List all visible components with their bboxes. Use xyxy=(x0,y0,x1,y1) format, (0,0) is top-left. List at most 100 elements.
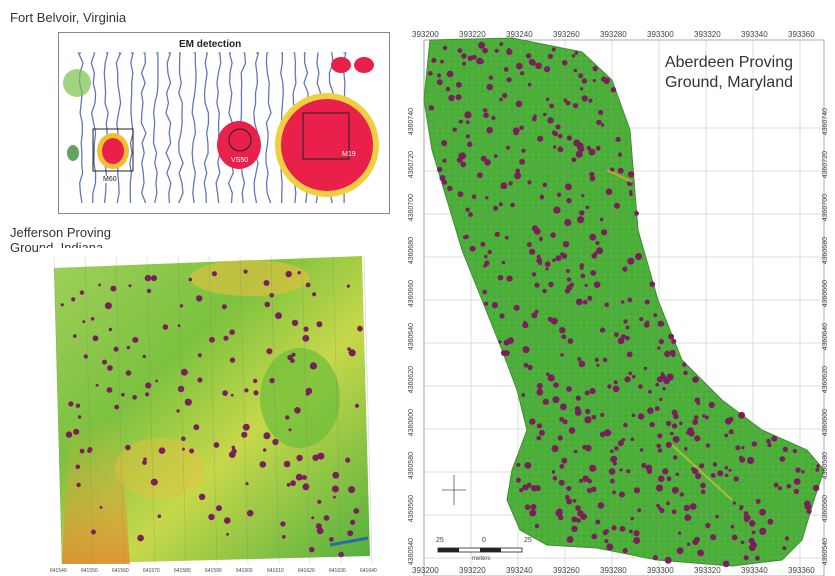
anomaly-marker xyxy=(571,157,577,163)
anomaly-marker xyxy=(623,319,628,324)
anomaly-marker xyxy=(503,67,509,72)
anomaly-marker xyxy=(457,191,464,198)
anomaly-marker xyxy=(157,514,162,518)
aberdeen-y-tick: 4360560 xyxy=(822,495,829,523)
anomaly-marker xyxy=(671,338,677,344)
anomaly-marker xyxy=(82,320,86,324)
anomaly-marker xyxy=(555,509,563,517)
anomaly-marker xyxy=(198,493,206,500)
anomaly-marker xyxy=(580,513,587,520)
anomaly-marker xyxy=(529,509,537,517)
anomaly-marker xyxy=(816,464,820,468)
anomaly-marker xyxy=(573,68,578,73)
anomaly-marker xyxy=(671,423,678,429)
anomaly-marker xyxy=(591,533,598,540)
anomaly-marker xyxy=(428,105,435,111)
anomaly-marker xyxy=(751,530,756,535)
anomaly-marker xyxy=(607,384,612,389)
anomaly-marker xyxy=(641,462,647,468)
anomaly-marker xyxy=(639,448,644,452)
anomaly-marker xyxy=(177,324,181,328)
anomaly-marker xyxy=(329,537,334,542)
anomaly-marker xyxy=(465,134,470,139)
anomaly-marker xyxy=(223,335,229,341)
anomaly-marker xyxy=(644,299,650,305)
anomaly-marker xyxy=(177,385,185,393)
anomaly-marker xyxy=(576,518,581,523)
anomaly-marker xyxy=(574,409,582,416)
aberdeen-y-tick: 4360680 xyxy=(408,237,415,265)
anomaly-marker xyxy=(562,419,568,425)
anomaly-marker xyxy=(460,161,467,168)
survey-swath xyxy=(115,52,122,204)
anomaly-marker xyxy=(648,389,652,394)
aberdeen-x-tick: 393280 xyxy=(600,566,627,575)
anomaly-marker xyxy=(530,504,537,510)
anomaly-marker xyxy=(493,154,498,158)
anomaly-marker xyxy=(565,494,570,500)
anomaly-marker xyxy=(560,353,564,357)
anomaly-marker xyxy=(664,350,671,358)
anomaly-marker xyxy=(452,127,457,132)
anomaly-marker xyxy=(577,145,582,150)
anomaly-marker xyxy=(229,329,235,335)
anomaly-marker xyxy=(437,166,443,173)
anomaly-marker xyxy=(482,289,487,295)
anomaly-marker xyxy=(629,190,633,194)
anomaly-marker xyxy=(604,539,609,544)
anomaly-marker xyxy=(666,476,672,482)
anomaly-marker xyxy=(692,419,698,426)
anomaly-marker xyxy=(246,509,254,517)
anomaly-marker xyxy=(705,522,711,529)
anomaly-marker xyxy=(347,347,351,351)
anomaly-marker xyxy=(692,539,699,546)
aberdeen-x-tick: 393300 xyxy=(647,30,674,39)
aberdeen-x-tick: 393220 xyxy=(459,566,486,575)
anomaly-marker xyxy=(724,433,729,438)
anomaly-marker xyxy=(545,267,549,271)
anomaly-marker xyxy=(316,321,323,328)
anomaly-marker xyxy=(600,412,605,417)
anomaly-marker xyxy=(712,462,718,467)
anomaly-marker xyxy=(604,302,609,308)
anomaly-marker xyxy=(98,283,101,287)
anomaly-marker xyxy=(338,551,344,558)
anomaly-marker xyxy=(813,485,818,490)
anomaly-marker xyxy=(550,317,558,325)
anomaly-marker xyxy=(208,513,215,521)
anomaly-marker xyxy=(749,521,753,525)
anomaly-marker xyxy=(87,448,92,454)
anomaly-marker xyxy=(732,501,736,505)
anomaly-marker xyxy=(728,429,734,435)
anomaly-marker xyxy=(671,509,677,515)
anomaly-marker xyxy=(464,111,472,119)
anomaly-marker xyxy=(585,205,590,210)
anomaly-marker xyxy=(497,274,504,281)
anomaly-marker xyxy=(697,549,704,557)
anomaly-marker xyxy=(659,321,665,327)
anomaly-marker xyxy=(562,241,570,248)
anomaly-marker xyxy=(285,415,290,420)
anomaly-marker xyxy=(480,241,486,247)
anomaly-marker xyxy=(767,518,774,525)
anomaly-marker xyxy=(305,392,310,396)
anomaly-marker xyxy=(587,478,592,484)
anomaly-marker xyxy=(767,442,772,448)
anomaly-marker xyxy=(633,537,641,544)
anomaly-marker xyxy=(446,70,454,78)
anomaly-marker xyxy=(669,349,676,356)
aberdeen-caption-line1: Aberdeen Proving xyxy=(664,54,793,71)
anomaly-marker xyxy=(624,376,630,383)
anomaly-marker xyxy=(637,508,642,513)
anomaly-marker xyxy=(565,269,570,273)
anomaly-marker xyxy=(612,385,620,393)
anomaly-marker xyxy=(694,435,701,442)
anomaly-marker xyxy=(510,202,515,208)
anomaly-marker xyxy=(132,394,137,400)
jefferson-caption-line1: Jefferson Proving xyxy=(10,225,111,240)
anomaly-marker xyxy=(766,438,771,444)
anomaly-marker xyxy=(652,555,658,561)
anomaly-marker xyxy=(710,473,716,478)
anomaly-marker xyxy=(491,115,496,121)
anomaly-marker xyxy=(179,304,184,308)
